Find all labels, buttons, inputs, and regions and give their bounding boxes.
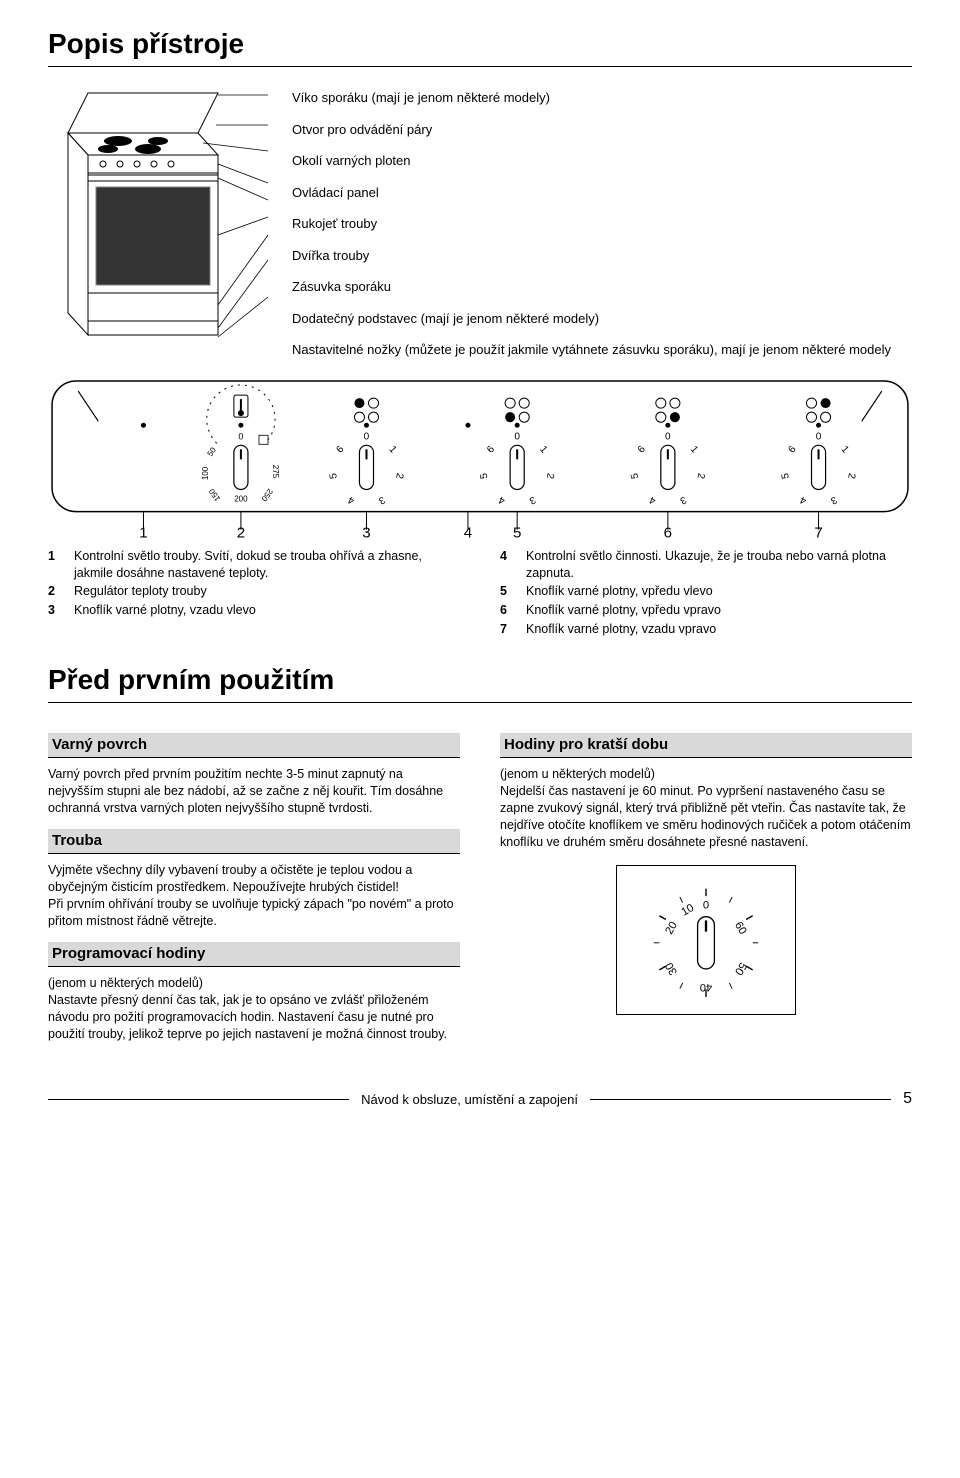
- hero-labels: Víko sporáku (mají je jenom některé mode…: [292, 85, 912, 359]
- hero-row: Víko sporáku (mají je jenom některé mode…: [48, 85, 912, 359]
- svg-text:100: 100: [201, 466, 210, 480]
- hero-label: Otvor pro odvádění páry: [292, 121, 912, 139]
- right-column: Hodiny pro kratší dobu (jenom u některýc…: [500, 721, 912, 1050]
- svg-text:0: 0: [665, 431, 671, 442]
- stove-illustration: [48, 85, 268, 345]
- subhead-programovaci-hodiny: Programovací hodiny: [48, 942, 460, 967]
- legend-num: 7: [500, 621, 526, 638]
- svg-text:5: 5: [513, 525, 521, 538]
- legend-num: 6: [500, 602, 526, 619]
- legend-right: 4Kontrolní světlo činnosti. Ukazuje, že …: [500, 548, 912, 640]
- hero-label: Víko sporáku (mají je jenom některé mode…: [292, 89, 912, 107]
- legend-num: 4: [500, 548, 526, 582]
- paragraph: Varný povrch před prvním použitím nechte…: [48, 766, 460, 817]
- control-panel-diagram: 0 50 100 150 200 250 275 0 1 2 3 4 5: [48, 377, 912, 538]
- svg-text:4: 4: [464, 525, 472, 538]
- legend-text: Kontrolní světlo trouby. Svítí, dokud se…: [74, 548, 460, 582]
- legend-num: 2: [48, 583, 74, 600]
- svg-text:0: 0: [514, 431, 520, 442]
- knob-legend: 1Kontrolní světlo trouby. Svítí, dokud s…: [48, 548, 912, 640]
- legend-text: Regulátor teploty trouby: [74, 583, 460, 600]
- svg-text:50: 50: [732, 960, 749, 977]
- knob-number: 1: [139, 525, 147, 538]
- left-column: Varný povrch Varný povrch před prvním po…: [48, 721, 460, 1050]
- timer-dial-illustration: 0 60 50 40 30 20 10: [616, 865, 796, 1015]
- dial-mark: 0: [238, 431, 243, 441]
- page-title: Popis přístroje: [48, 28, 912, 60]
- svg-text:60: 60: [732, 919, 749, 936]
- svg-text:0: 0: [816, 431, 822, 442]
- paragraph: Vyjměte všechny díly vybavení trouby a o…: [48, 862, 460, 930]
- legend-num: 3: [48, 602, 74, 619]
- hero-label: Dvířka trouby: [292, 247, 912, 265]
- footer-page-number: 5: [903, 1090, 912, 1108]
- hero-label: Rukojeť trouby: [292, 215, 912, 233]
- hero-label: Ovládací panel: [292, 184, 912, 202]
- svg-text:3: 3: [362, 525, 370, 538]
- subhead-varny-povrch: Varný povrch: [48, 733, 460, 758]
- footer-text: Návod k obsluze, umístění a zapojení: [361, 1092, 578, 1107]
- svg-text:20: 20: [663, 919, 680, 936]
- svg-text:275: 275: [271, 465, 280, 479]
- timer-svg: 0 60 50 40 30 20 10: [636, 870, 776, 1010]
- footer-rule: [48, 1099, 349, 1100]
- hero-label: Dodatečný podstavec (mají je jenom někte…: [292, 310, 912, 328]
- section-rule: [48, 702, 912, 703]
- svg-text:0: 0: [364, 431, 370, 442]
- subhead-trouba: Trouba: [48, 829, 460, 854]
- hero-label: Zásuvka sporáku: [292, 278, 912, 296]
- svg-text:200: 200: [234, 494, 248, 503]
- svg-text:7: 7: [814, 525, 822, 538]
- legend-num: 5: [500, 583, 526, 600]
- paragraph: (jenom u některých modelů) Nejdelší čas …: [500, 766, 912, 850]
- page-footer: Návod k obsluze, umístění a zapojení 5: [48, 1090, 912, 1108]
- subhead-hodiny-kratsi: Hodiny pro kratší dobu: [500, 733, 912, 758]
- svg-text:6: 6: [664, 525, 672, 538]
- svg-text:2: 2: [237, 525, 245, 538]
- hero-label: Okolí varných ploten: [292, 152, 912, 170]
- legend-text: Knoflík varné plotny, vpředu vlevo: [526, 583, 912, 600]
- svg-text:10: 10: [679, 902, 696, 919]
- legend-text: Knoflík varné plotny, vzadu vpravo: [526, 621, 912, 638]
- svg-text:40: 40: [700, 981, 712, 993]
- title-rule: [48, 66, 912, 67]
- svg-text:0: 0: [703, 899, 709, 911]
- legend-text: Kontrolní světlo činnosti. Ukazuje, že j…: [526, 548, 912, 582]
- control-panel-svg: 0 50 100 150 200 250 275 0 1 2 3 4 5: [48, 377, 912, 538]
- svg-text:30: 30: [663, 960, 680, 977]
- legend-text: Knoflík varné plotny, vpředu vpravo: [526, 602, 912, 619]
- stove-svg: [48, 85, 268, 345]
- paragraph: (jenom u některých modelů) Nastavte přes…: [48, 975, 460, 1043]
- legend-text: Knoflík varné plotny, vzadu vlevo: [74, 602, 460, 619]
- footer-rule: [590, 1099, 891, 1100]
- hero-label: Nastavitelné nožky (můžete je použít jak…: [292, 341, 912, 359]
- before-first-use: Varný povrch Varný povrch před prvním po…: [48, 721, 912, 1050]
- legend-left: 1Kontrolní světlo trouby. Svítí, dokud s…: [48, 548, 460, 640]
- legend-num: 1: [48, 548, 74, 582]
- section-title: Před prvním použitím: [48, 664, 912, 696]
